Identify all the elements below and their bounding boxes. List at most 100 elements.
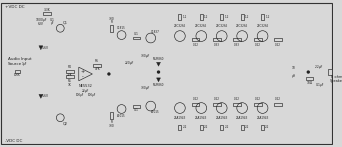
Bar (254, 103, 262, 106)
Text: 100K: 100K (14, 73, 21, 77)
Circle shape (108, 73, 110, 75)
Text: 0.22: 0.22 (275, 97, 281, 101)
Text: +: + (81, 69, 85, 74)
Text: 0.22: 0.22 (275, 43, 281, 47)
Bar (66, 75, 74, 78)
Polygon shape (39, 46, 43, 50)
Text: 2.2μF: 2.2μF (315, 65, 323, 69)
Bar (306, 77, 313, 80)
Bar (261, 125, 264, 130)
Bar (328, 69, 332, 75)
Text: 2.2: 2.2 (245, 126, 249, 130)
Text: 10: 10 (292, 66, 295, 70)
Text: 5.6V: 5.6V (42, 46, 49, 50)
Bar (179, 125, 181, 130)
Text: Audio Input: Audio Input (8, 57, 31, 61)
Bar (274, 39, 282, 41)
Text: 0.1: 0.1 (134, 108, 139, 112)
Bar (254, 39, 262, 41)
Text: 1K: 1K (68, 83, 72, 87)
Text: 1μF: 1μF (22, 62, 27, 66)
Text: 1.1: 1.1 (183, 15, 187, 19)
Text: 2SC3265: 2SC3265 (195, 24, 208, 28)
Text: R6: R6 (95, 59, 99, 63)
Text: μH: μH (292, 74, 296, 78)
Bar (43, 12, 51, 15)
Text: 0.22: 0.22 (193, 43, 198, 47)
Text: 2.2: 2.2 (204, 126, 208, 130)
Bar (233, 39, 241, 41)
Text: 2.2: 2.2 (224, 126, 229, 130)
Text: C1837: C1837 (151, 30, 160, 34)
Text: 0.33: 0.33 (214, 43, 220, 47)
Text: NE5532: NE5532 (79, 84, 93, 88)
Bar (233, 103, 241, 106)
Text: 2SA1943: 2SA1943 (195, 116, 208, 120)
Text: 330: 330 (109, 17, 115, 21)
Text: 2SA1943: 2SA1943 (256, 116, 269, 120)
Text: 1.2: 1.2 (265, 15, 269, 19)
Bar (133, 37, 140, 39)
Text: 1.2: 1.2 (224, 15, 229, 19)
Text: 100μF: 100μF (76, 93, 84, 97)
Text: 5.6V: 5.6V (42, 94, 49, 98)
Text: 2SC3265: 2SC3265 (174, 24, 186, 28)
Circle shape (307, 71, 309, 73)
Bar (66, 70, 74, 72)
Text: -: - (82, 74, 84, 79)
Text: +VDC DC: +VDC DC (5, 5, 25, 9)
Text: 47K: 47K (94, 67, 100, 71)
Text: 0.22: 0.22 (214, 97, 220, 101)
Text: A1015: A1015 (151, 110, 160, 114)
Text: 0.22: 0.22 (255, 43, 261, 47)
Bar (200, 125, 203, 130)
Polygon shape (39, 94, 43, 98)
Bar (220, 125, 223, 130)
Text: Q2: Q2 (63, 122, 68, 126)
Polygon shape (157, 78, 160, 82)
Text: 1000μF: 1000μF (35, 19, 47, 22)
Bar (15, 70, 21, 72)
Bar (110, 112, 113, 119)
Text: 10Ω: 10Ω (306, 81, 312, 85)
Text: R5: R5 (68, 79, 72, 83)
Text: 0.1μF: 0.1μF (316, 83, 324, 87)
Text: 0.22: 0.22 (255, 97, 261, 101)
Text: 1.2: 1.2 (204, 15, 208, 19)
Text: 330μF: 330μF (141, 55, 150, 59)
Polygon shape (157, 62, 160, 66)
Text: 1.2: 1.2 (245, 15, 249, 19)
Text: 2SA1943: 2SA1943 (215, 116, 228, 120)
Text: 2SC3265: 2SC3265 (215, 24, 228, 28)
Text: 8 ohm
Speaker: 8 ohm Speaker (329, 75, 342, 83)
Text: MUR860: MUR860 (153, 83, 164, 87)
Text: MUR860: MUR860 (153, 57, 164, 61)
Text: C1815: C1815 (117, 26, 126, 30)
Bar (241, 14, 244, 20)
Text: R: R (111, 120, 113, 124)
Text: 100μF: 100μF (87, 93, 95, 97)
Bar (241, 125, 244, 130)
Bar (179, 14, 181, 20)
Text: 2SC3265: 2SC3265 (236, 24, 248, 28)
Text: 2.2: 2.2 (265, 126, 269, 130)
Bar (274, 103, 282, 106)
Bar (213, 39, 221, 41)
Bar (261, 14, 264, 20)
Text: R: R (111, 20, 113, 24)
Text: -VDC DC: -VDC DC (5, 139, 22, 143)
Text: 3.3K: 3.3K (43, 8, 50, 12)
Text: μF: μF (51, 21, 54, 25)
Text: 220μF: 220μF (125, 61, 134, 65)
Text: 63V: 63V (38, 22, 44, 26)
Polygon shape (79, 67, 92, 81)
Text: 330: 330 (109, 123, 115, 128)
Bar (192, 39, 199, 41)
Text: R4: R4 (68, 65, 72, 69)
Text: 0.33: 0.33 (234, 43, 240, 47)
Circle shape (158, 71, 159, 73)
Bar (93, 64, 101, 67)
Text: 2SA1943: 2SA1943 (236, 116, 248, 120)
Text: Source: Source (8, 62, 22, 66)
Text: 2.2: 2.2 (183, 126, 187, 130)
